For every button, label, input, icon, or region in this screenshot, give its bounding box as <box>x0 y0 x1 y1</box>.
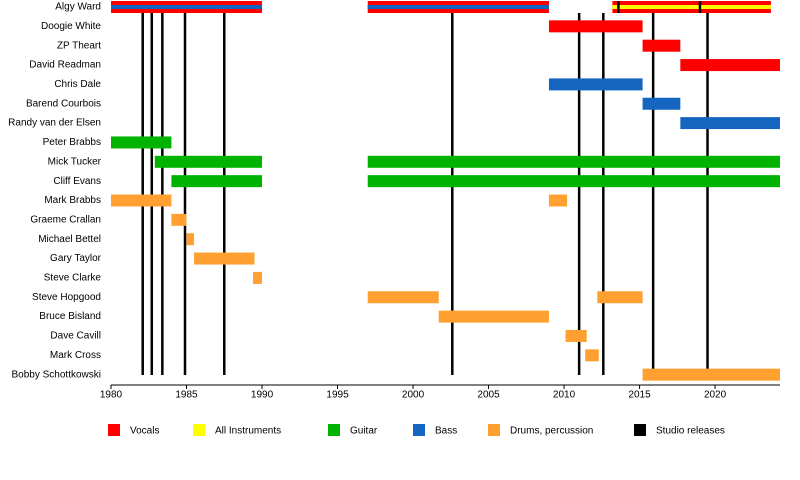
bar <box>680 59 780 72</box>
bar-stripe <box>612 5 771 9</box>
legend-swatch <box>193 424 205 436</box>
member-label: Chris Dale <box>54 79 101 90</box>
member-label: Gary Taylor <box>50 253 102 264</box>
bar <box>585 349 599 362</box>
bar <box>194 252 255 265</box>
bar <box>154 155 263 168</box>
member-label: Randy van der Elsen <box>8 118 101 129</box>
member-label: Steve Clarke <box>44 273 102 284</box>
bar <box>111 136 172 149</box>
legend-swatch <box>413 424 425 436</box>
x-tick-label: 1980 <box>100 390 123 401</box>
bar-stripe <box>367 5 549 9</box>
member-label: Michael Bettel <box>38 234 101 245</box>
bar <box>642 39 681 52</box>
bar <box>548 20 643 33</box>
bar <box>252 271 263 284</box>
x-tick-label: 2000 <box>402 390 425 401</box>
legend-swatch <box>108 424 120 436</box>
bar <box>367 155 780 168</box>
bar <box>171 213 187 226</box>
member-label: Bobby Schottkowski <box>12 369 102 380</box>
bar-stripe <box>111 5 263 9</box>
x-tick-label: 2005 <box>477 390 500 401</box>
member-label: Mick Tucker <box>48 156 102 167</box>
member-label: Cliff Evans <box>53 176 101 187</box>
x-tick-label: 1985 <box>175 390 198 401</box>
member-label: Barend Courbois <box>26 98 101 109</box>
legend-label: All Instruments <box>215 426 281 437</box>
legend-swatch <box>328 424 340 436</box>
x-tick-label: 2015 <box>628 390 651 401</box>
bar <box>597 291 643 304</box>
x-tick-label: 1990 <box>251 390 274 401</box>
bar <box>548 194 568 207</box>
x-tick-label: 1995 <box>326 390 349 401</box>
legend-label: Drums, percussion <box>510 426 593 437</box>
member-label: Mark Brabbs <box>44 195 101 206</box>
bar <box>642 368 780 381</box>
x-tick-label: 2010 <box>553 390 576 401</box>
legend-label: Vocals <box>130 426 159 437</box>
member-label: Steve Hopgood <box>32 292 101 303</box>
bar <box>186 233 195 246</box>
bar <box>548 78 643 91</box>
legend-label: Studio releases <box>656 426 725 437</box>
member-label: Doogie White <box>41 21 101 32</box>
legend-swatch <box>634 424 646 436</box>
member-label: Graeme Crallan <box>30 214 101 225</box>
bar <box>367 175 780 188</box>
member-label: Algy Ward <box>55 2 101 13</box>
bar <box>171 175 263 188</box>
bar <box>438 310 549 323</box>
member-label: Mark Cross <box>50 350 101 361</box>
bar <box>111 194 172 207</box>
member-label: Peter Brabbs <box>43 137 101 148</box>
x-tick-label: 2020 <box>704 390 727 401</box>
member-label: David Readman <box>29 60 101 71</box>
legend-swatch <box>488 424 500 436</box>
legend-label: Bass <box>435 426 457 437</box>
bar <box>642 97 681 110</box>
member-label: Dave Cavill <box>50 331 101 342</box>
bar <box>680 117 780 130</box>
bar <box>565 329 587 342</box>
member-label: Bruce Bisland <box>39 311 101 322</box>
member-label: ZP Theart <box>57 40 101 51</box>
legend-label: Guitar <box>350 426 378 437</box>
bar <box>367 291 439 304</box>
